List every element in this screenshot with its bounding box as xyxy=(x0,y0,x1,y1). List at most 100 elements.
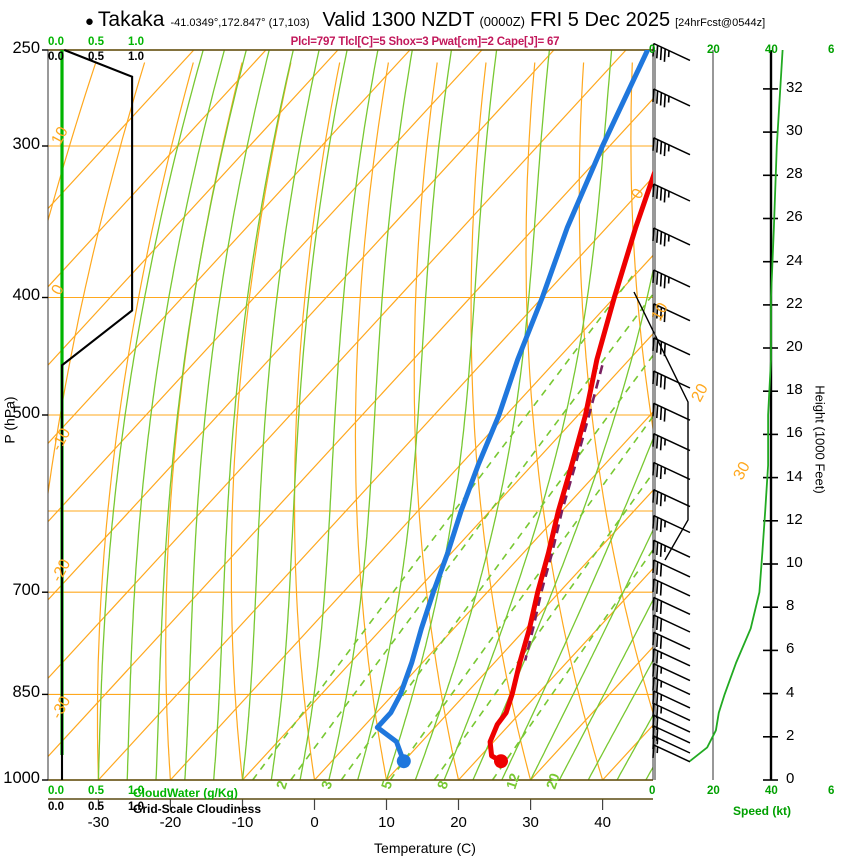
surface-markers xyxy=(396,754,508,769)
height-label-16: 16 xyxy=(786,424,803,442)
height-axis-title: Height (1000 Feet) xyxy=(812,385,828,494)
isotherm--10 xyxy=(242,332,653,780)
speed-legend-label: Speed (kt) xyxy=(733,804,792,818)
pressure-label-1000: 1000 xyxy=(3,769,40,787)
dry-adiabat-label-10: 10 xyxy=(649,300,672,324)
isotherm--110 xyxy=(48,50,195,210)
dry-adiabat-50 xyxy=(578,62,653,715)
moist-adiabat-34 xyxy=(558,598,653,780)
wind-barb xyxy=(652,663,691,682)
mixing-ratio-8 xyxy=(389,415,653,780)
height-edge-tick-6: 6 xyxy=(828,44,835,56)
height-label-14: 14 xyxy=(786,467,803,485)
temperature-label-10: 10 xyxy=(378,814,395,831)
isotherm--60 xyxy=(48,50,555,601)
wind-barb xyxy=(652,559,691,578)
moist-adiabat--22 xyxy=(155,50,247,780)
wind-speed-curve xyxy=(689,49,784,762)
station-coordinates: -41.0349°,172.847° (17,103) xyxy=(170,17,310,29)
cloudiness-top-tick-0.5: 0.5 xyxy=(88,51,104,63)
dewpoint-trace xyxy=(374,50,651,764)
pressure-label-700: 700 xyxy=(12,581,40,600)
cloudiness-bottom-tick-0.5: 0.5 xyxy=(88,801,104,813)
temperature-label--20: -20 xyxy=(159,814,182,831)
speed-top-tick-40: 40 xyxy=(765,44,778,56)
valid-time-utc: (0000Z) xyxy=(479,14,525,29)
moist-adiabat--10 xyxy=(241,50,320,780)
height-label-2: 2 xyxy=(786,726,795,744)
dry-adiabat-label-30: 30 xyxy=(731,459,754,483)
height-label-24: 24 xyxy=(786,251,803,269)
isotherm--70 xyxy=(48,50,483,523)
cloudwater-top-tick-0.0: 0.0 xyxy=(48,36,64,48)
cloudwater-bottom-tick-1.0: 1.0 xyxy=(128,785,144,797)
wind-barb xyxy=(652,489,691,508)
wind-barb xyxy=(652,578,691,597)
moist-adiabat-14 xyxy=(414,50,551,780)
isotherm-label--10: -10 xyxy=(49,425,75,453)
wind-barb xyxy=(652,88,691,108)
moist-adiabat--6 xyxy=(270,50,348,780)
dry-adiabat-30 xyxy=(470,62,532,780)
height-edge-tick-6: 6 xyxy=(828,785,835,797)
wind-barb xyxy=(652,370,691,390)
wind-barb xyxy=(652,631,691,650)
moist-adiabat--26 xyxy=(126,50,226,780)
grid-scale-cloudiness-curve xyxy=(60,49,134,780)
isotherm--40 xyxy=(48,98,653,758)
wind-barb xyxy=(652,614,691,633)
wind-barb xyxy=(652,461,691,481)
mixing-ratio-12 xyxy=(433,471,653,780)
mixing-ratio-3 xyxy=(290,292,653,780)
dry-adiabat-10 xyxy=(354,62,389,780)
pressure-label-250: 250 xyxy=(12,39,40,57)
forecast-run-label: [24hrFcst@0544z] xyxy=(675,17,766,29)
wind-barb xyxy=(652,690,691,709)
dry-adiabat-label-20: 20 xyxy=(689,381,712,405)
parcel-trace xyxy=(523,364,604,661)
cloudwater-bottom-tick-0.5: 0.5 xyxy=(88,785,104,797)
isotherm--30 xyxy=(97,176,653,780)
wind-barb xyxy=(652,227,691,247)
speed-bot-tick-0: 0 xyxy=(649,785,656,797)
cloudwater-bottom-tick-0.0: 0.0 xyxy=(48,785,64,797)
isotherm-10 xyxy=(386,489,653,780)
pressure-label-850: 850 xyxy=(12,683,40,702)
cloudwater-top-tick-0.5: 0.5 xyxy=(88,36,104,48)
isotherm-60 xyxy=(747,50,850,780)
wind-barbs xyxy=(652,42,691,763)
wind-barb xyxy=(652,725,691,744)
moist-adiabat-10 xyxy=(385,50,498,780)
mixing-ratio-20 xyxy=(491,548,653,780)
moist-adiabat-30 xyxy=(530,528,653,780)
cloudiness-legend-label: Grid-Scale Cloudiness xyxy=(133,802,262,816)
height-label-6: 6 xyxy=(786,640,795,658)
dry-adiabat--30 xyxy=(96,62,194,780)
isotherm--90 xyxy=(48,50,339,366)
dry-adiabat--10 xyxy=(230,62,292,780)
mixing-ratio-label-20: 20 xyxy=(543,771,563,791)
pressure-label-400: 400 xyxy=(12,286,40,305)
cloudiness-bottom-tick-1.0: 1.0 xyxy=(128,801,144,813)
height-label-4: 4 xyxy=(786,683,795,701)
wind-barb xyxy=(652,433,691,452)
isotherm-label--30: -30 xyxy=(49,693,75,721)
dry-adiabat-60 xyxy=(630,62,653,433)
height-label-28: 28 xyxy=(786,165,803,183)
wind-barb xyxy=(652,676,691,696)
pressure-label-500: 500 xyxy=(12,404,40,422)
dry-adiabat-20 xyxy=(413,62,460,780)
wind-barb xyxy=(652,269,691,289)
moist-adiabat-38 xyxy=(587,658,653,780)
wind-barb xyxy=(652,735,691,754)
height-label-10: 10 xyxy=(786,554,803,572)
moist-adiabat-2 xyxy=(328,50,413,780)
dry-adiabat-100 xyxy=(828,63,850,781)
wind-barb xyxy=(652,539,691,558)
chart-header: ● Takaka -41.0349°,172.847° (17,103) Val… xyxy=(0,8,850,34)
isotherm--80 xyxy=(48,50,411,445)
wind-barb xyxy=(652,42,691,62)
station-name: Takaka xyxy=(97,8,165,31)
temperature-label-20: 20 xyxy=(450,814,467,831)
